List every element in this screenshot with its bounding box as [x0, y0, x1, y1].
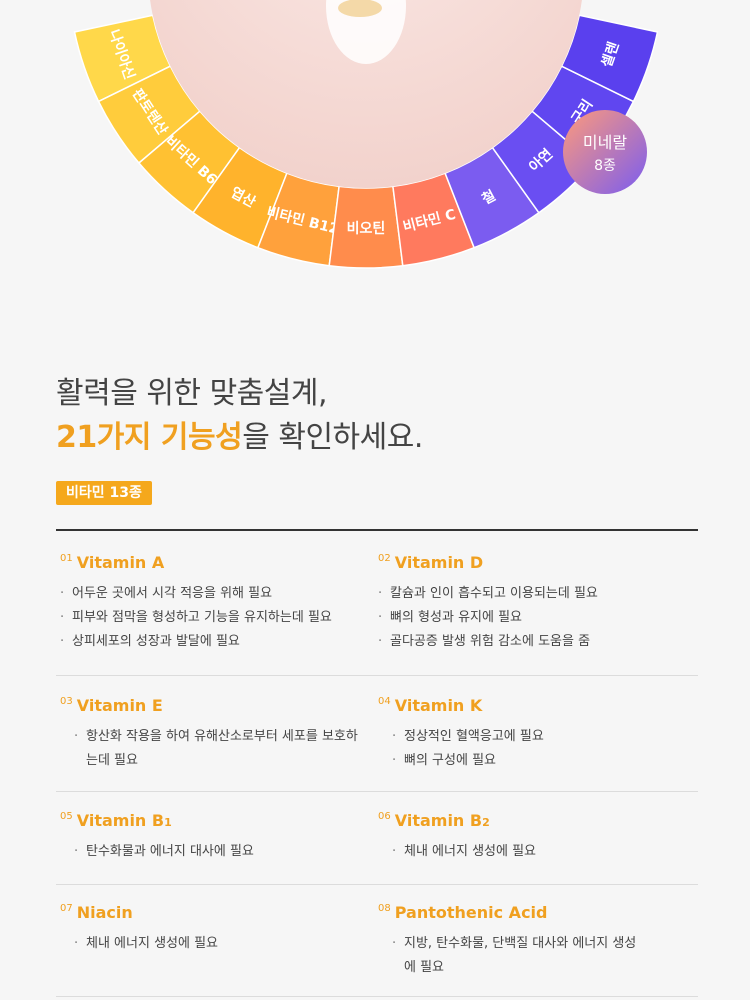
- vitamin-num: 03: [60, 696, 73, 707]
- vitamin-benefit: 어두운 곳에서 시각 적응을 위해 필요: [60, 582, 380, 606]
- mineral-badge-line1: 미네랄: [583, 133, 627, 152]
- vitamin-num: 06: [378, 811, 391, 822]
- wheel-center: [150, 0, 582, 188]
- vitamin-name: Niacin: [76, 903, 133, 922]
- vitamin-num: 08: [378, 903, 391, 914]
- wheel-segment-label: 비오틴: [347, 220, 386, 237]
- vitamin-num: 02: [378, 553, 391, 564]
- vitamin-benefit: 뼈의 형성과 유지에 필요: [378, 606, 698, 630]
- vitamin-name: Pantothenic Acid: [394, 903, 548, 922]
- headline-line2: 21가지 기능성을 확인하세요.: [56, 416, 423, 460]
- headline: 활력을 위한 맞춤설계, 21가지 기능성을 확인하세요.: [56, 372, 423, 460]
- vitamin-name: Vitamin B: [394, 811, 483, 830]
- vitamin-num: 01: [60, 553, 73, 564]
- row-divider: [56, 791, 698, 792]
- vitamin-name: Vitamin B: [76, 811, 165, 830]
- headline-highlight: 21가지 기능성: [56, 420, 243, 455]
- vitamin-benefit: 항산화 작용을 하여 유해산소로부터 세포를 보호하는데 필요: [74, 725, 360, 773]
- headline-line2-rest: 을 확인하세요.: [242, 420, 423, 455]
- headline-line1: 활력을 위한 맞춤설계,: [56, 376, 328, 411]
- row-divider: [56, 675, 698, 676]
- row-divider: [56, 996, 698, 997]
- vitamin-num: 07: [60, 903, 73, 914]
- vitamin-name: Vitamin D: [394, 553, 484, 572]
- vitamin-num: 04: [378, 696, 391, 707]
- vitamin-name: Vitamin A: [76, 553, 165, 572]
- vitamin-name: Vitamin K: [394, 696, 483, 715]
- product-bottle-icon: [326, 0, 406, 64]
- vitamin-benefit: 상피세포의 성장과 발달에 필요: [60, 630, 380, 654]
- section-tag: 비타민 13종: [56, 481, 152, 505]
- vitamin-benefit: 탄수화물과 에너지 대사에 필요: [74, 840, 380, 864]
- vitamin-benefit: 뼈의 구성에 필요: [392, 749, 698, 773]
- vitamin-name: Vitamin E: [76, 696, 163, 715]
- vitamin-num: 05: [60, 811, 73, 822]
- vitamin-benefit: 지방, 탄수화물, 단백질 대사와 에너지 생성에 필요: [392, 932, 648, 980]
- vitamin-benefit: 체내 에너지 생성에 필요: [392, 840, 698, 864]
- vitamin-benefit: 칼슘과 인이 흡수되고 이용되는데 필요: [378, 582, 698, 606]
- vitamin-benefit: 골다공증 발생 위험 감소에 도움을 줌: [378, 630, 698, 654]
- mineral-badge: 미네랄 8종: [563, 110, 647, 194]
- vitamin-benefit: 피부와 점막을 형성하고 기능을 유지하는데 필요: [60, 606, 380, 630]
- vitamin-benefit: 정상적인 혈액응고에 필요: [392, 725, 698, 749]
- row-divider: [56, 884, 698, 885]
- nutrient-wheel: 나이아신 판토텐산 비타민 B6 엽산 비타민 B12 비오틴 비타민 C 철 아연 구리 셀렌 미…: [0, 0, 750, 290]
- vitamin-subscript: 1: [164, 816, 172, 829]
- tablet-icon: [338, 0, 382, 17]
- mineral-badge-line2: 8종: [594, 158, 616, 174]
- vitamin-benefit: 체내 에너지 생성에 필요: [74, 932, 380, 956]
- vitamin-subscript: 2: [482, 816, 490, 829]
- section-divider: [56, 529, 698, 531]
